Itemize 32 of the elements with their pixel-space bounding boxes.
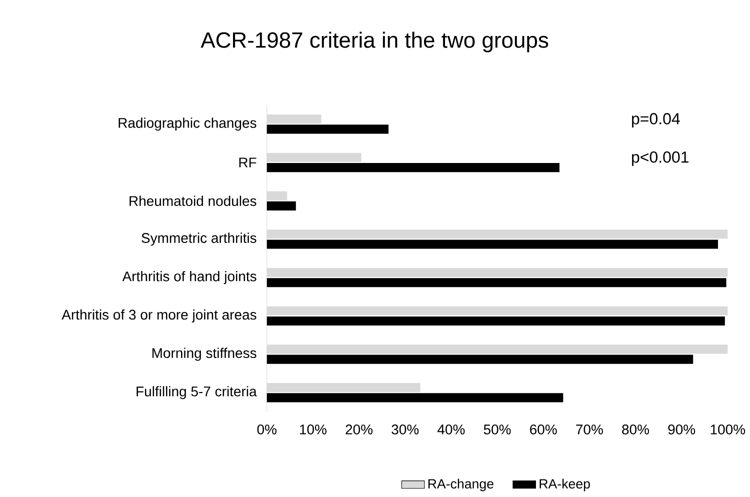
legend-label: RA-change xyxy=(428,478,494,492)
x-tick-label: 70% xyxy=(576,424,603,435)
x-tick-label: 90% xyxy=(668,424,696,435)
y-tick-label: Fulfilling 5-7 criteria xyxy=(136,386,257,400)
x-tick-label: 60% xyxy=(530,424,557,435)
x-tick-label: 0% xyxy=(257,424,276,435)
y-tick-label: Radiographic changes xyxy=(118,118,256,131)
x-tick-label: 30% xyxy=(392,424,419,435)
x-tick-label: 80% xyxy=(622,424,649,435)
x-tick-label: 10% xyxy=(300,424,326,435)
x-tick-label: 20% xyxy=(346,424,373,435)
y-tick-label: Morning stiffness xyxy=(152,348,256,361)
x-tick-label: 50% xyxy=(484,424,511,435)
bar xyxy=(266,278,726,288)
annotation: p<0.001 xyxy=(632,152,688,166)
y-tick-label: Arthritis of 3 or more joint areas xyxy=(62,310,256,323)
bar xyxy=(266,354,694,364)
bar xyxy=(266,240,718,249)
bar xyxy=(266,393,564,402)
annotation: p=0.04 xyxy=(632,113,680,128)
y-tick-label: Arthritis of hand joints xyxy=(122,271,256,284)
y-tick-label: Rheumatoid nodules xyxy=(130,196,256,206)
x-tick-label: 40% xyxy=(438,424,465,435)
bar xyxy=(266,124,389,134)
chart-title: ACR-1987 criteria in the two groups xyxy=(200,32,548,52)
y-tick-label: Symmetric arthritis xyxy=(142,232,256,246)
x-tick-label: 100% xyxy=(710,424,746,435)
bar xyxy=(266,163,560,172)
legend-label: RA-keep xyxy=(540,478,590,492)
y-tick-label: RF xyxy=(239,158,256,168)
bar xyxy=(266,316,725,326)
bar xyxy=(266,201,296,211)
